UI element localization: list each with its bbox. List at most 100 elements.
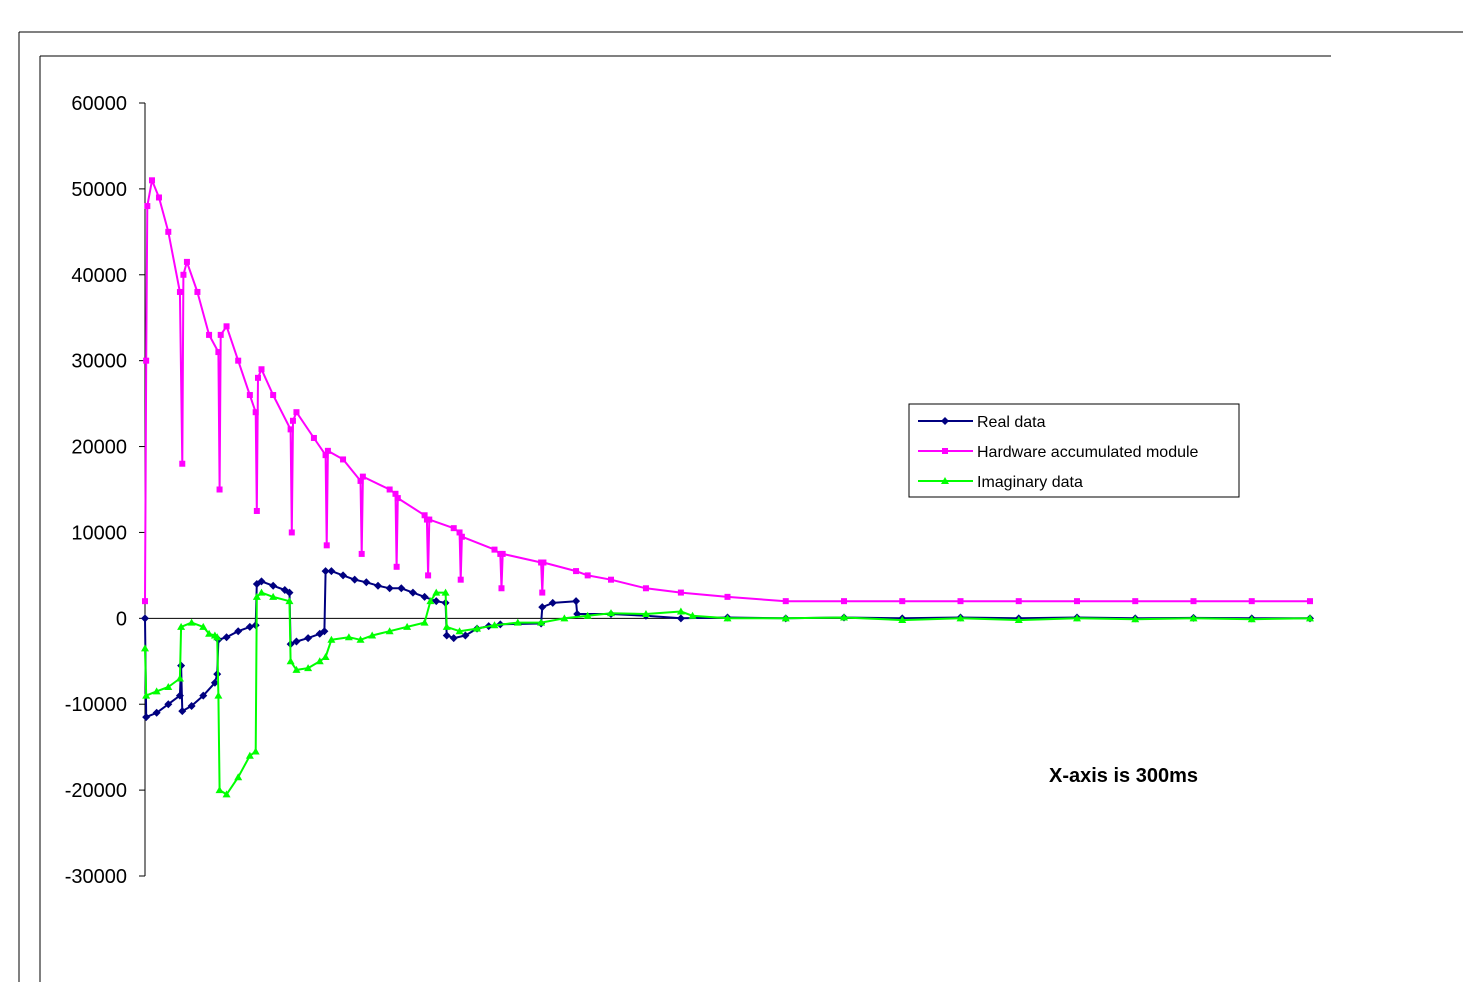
data-point [235,357,242,364]
data-point [724,593,731,600]
plot-series [141,177,1314,798]
data-point [269,581,278,590]
data-point [403,622,412,630]
data-point [175,674,184,682]
data-point [450,525,457,532]
data-point [432,597,441,606]
data-point [155,194,162,201]
data-point [899,598,906,605]
data-point [257,577,266,586]
y-tick-label: -10000 [65,694,127,716]
data-point [898,616,907,624]
data-point [252,409,259,416]
data-point [321,652,330,660]
data-point [642,585,649,592]
axes: 60000 50000 40000 30000 20000 10000 0 -10000 -20… [65,93,1310,888]
data-point [269,592,278,600]
data-point [164,700,173,709]
data-point [215,349,222,356]
data-point [1073,614,1081,622]
data-point [608,576,614,583]
data-point [152,687,161,695]
data-point [723,614,732,622]
data-point [286,657,295,665]
data-point [408,588,417,597]
data-point [310,434,317,441]
data-point [315,657,324,665]
data-point [322,452,329,459]
data-point [421,512,428,519]
data-point [324,447,331,454]
legend: Real data Hardware accumulated module Imag… [908,403,1240,498]
data-point [537,618,546,626]
data-point [676,614,685,623]
data-point [840,613,848,621]
data-point [573,568,580,575]
data-point [304,634,313,643]
data-point [1074,598,1080,605]
data-point [288,529,295,536]
data-point [584,572,591,579]
data-point [357,477,364,484]
data-point [358,550,365,557]
data-point [957,598,964,605]
data-point [176,288,183,295]
data-point [441,588,450,596]
data-point [257,588,266,596]
data-point [539,589,546,596]
data-point [538,603,547,612]
data-point [1247,615,1256,623]
legend-label: Imaginary data [977,474,1083,491]
data-point [1190,598,1197,605]
data-point [293,409,300,416]
data-point [187,618,196,626]
data-point [1014,616,1023,624]
data-point [255,374,262,381]
data-point [344,633,353,641]
y-tick-label: 40000 [71,265,127,287]
data-point [1132,598,1139,605]
data-point [246,392,253,399]
data-point [199,691,208,700]
data-point [782,598,789,605]
data-point [289,417,296,424]
data-point [327,635,336,643]
data-point [194,288,201,295]
data-point [210,678,219,687]
y-tick-label: 20000 [71,437,127,459]
data-point [455,627,464,635]
data-point [1248,598,1255,605]
data-point [841,598,847,605]
data-point [392,490,399,497]
data-point [251,747,260,755]
data-point [1307,598,1313,605]
data-point [214,691,223,699]
data-point [385,584,394,593]
series-2 [141,588,1314,798]
data-point [781,614,790,622]
data-point [420,592,429,601]
data-point [386,486,393,493]
data-point [206,331,213,338]
data-point [217,331,224,338]
legend-label: Real data [977,414,1046,431]
data-point [426,516,433,523]
y-tick-label: 60000 [71,93,127,115]
data-point [350,575,359,584]
data-point [292,637,301,646]
data-point [359,473,366,480]
data-point [1306,614,1314,622]
data-point [253,507,260,514]
data-point [304,664,313,672]
data-point [143,357,150,364]
data-point [285,588,294,597]
data-point [178,707,187,716]
data-point [142,598,148,605]
data-point [688,611,697,619]
data-point [177,622,186,630]
data-point [397,584,406,593]
data-point [420,618,429,626]
data-point [222,790,231,798]
data-point [205,629,214,637]
